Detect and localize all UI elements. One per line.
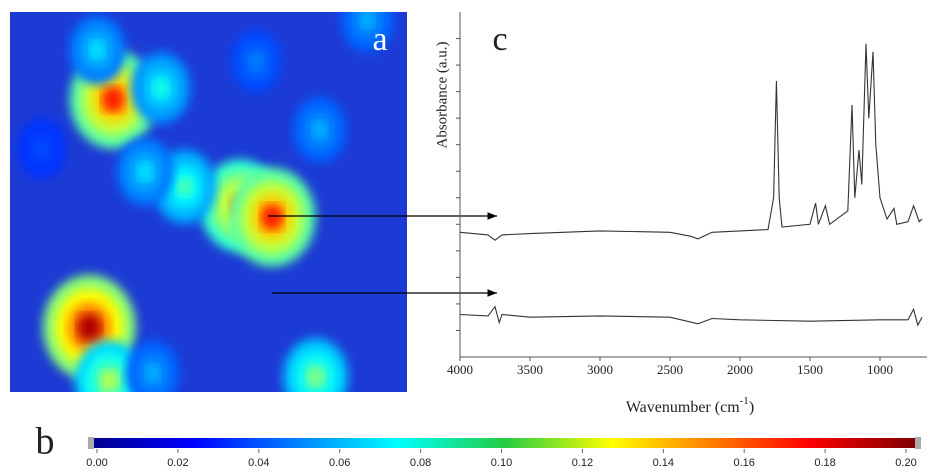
hotspot bbox=[312, 121, 327, 139]
colorbar-tick-label: 0.00 bbox=[86, 457, 107, 469]
hotspot bbox=[77, 313, 102, 342]
x-tick-label: 3500 bbox=[517, 362, 543, 377]
hotspot bbox=[152, 78, 169, 98]
colorbar-tick-label: 0.06 bbox=[329, 457, 350, 469]
y-axis-label: Absorbance (a.u.) bbox=[434, 41, 450, 148]
hotspot bbox=[260, 204, 284, 231]
hotspot bbox=[360, 12, 375, 29]
colorbar-tick-label: 0.12 bbox=[572, 457, 593, 469]
x-label-superscript: -1 bbox=[740, 395, 749, 407]
hotspot bbox=[89, 40, 105, 60]
hotspot bbox=[137, 162, 153, 181]
colorbar-tick-label: 0.20 bbox=[895, 457, 916, 469]
x-tick-label: 2500 bbox=[657, 362, 683, 377]
colorbar-tick-label: 0.18 bbox=[814, 457, 835, 469]
colorbar-tick-label: 0.14 bbox=[653, 457, 674, 469]
colorbar-end bbox=[915, 437, 921, 449]
x-tick-label: 1000 bbox=[867, 362, 893, 377]
spectrum-line bbox=[459, 305, 923, 327]
panel-label: a bbox=[372, 21, 387, 58]
x-label-text: Wavenumber (cm bbox=[626, 399, 740, 416]
hotspot bbox=[101, 86, 125, 113]
spectrum-line bbox=[459, 43, 923, 241]
x-label-suffix: ) bbox=[749, 399, 754, 416]
colorbar-end bbox=[88, 437, 94, 449]
hotspot bbox=[176, 176, 194, 197]
colorbar-tick-label: 0.16 bbox=[733, 457, 754, 469]
hotspot bbox=[35, 140, 49, 157]
panel-label: b bbox=[36, 421, 55, 463]
hotspot bbox=[306, 366, 325, 388]
x-tick-label: 3000 bbox=[587, 362, 613, 377]
x-tick-label: 1500 bbox=[797, 362, 823, 377]
x-axis-label: Wavenumber (cm-1) bbox=[626, 395, 754, 416]
hotspot bbox=[145, 364, 161, 382]
x-tick-label: 4000 bbox=[447, 362, 473, 377]
colorbar bbox=[94, 438, 915, 448]
panel-label: c bbox=[492, 21, 507, 58]
hotspot bbox=[100, 369, 119, 392]
colorbar-tick-label: 0.10 bbox=[491, 457, 512, 469]
colorbar-tick-label: 0.02 bbox=[167, 457, 188, 469]
heatmap bbox=[17, 12, 395, 392]
spectrum-chart: c Absorbance (a.u.) Wavenumber (cm-1) 40… bbox=[434, 12, 927, 416]
colorbar-tick-label: 0.08 bbox=[410, 457, 431, 469]
hotspot bbox=[249, 53, 263, 70]
x-tick-label: 2000 bbox=[727, 362, 753, 377]
colorbar-tick-label: 0.04 bbox=[248, 457, 269, 469]
